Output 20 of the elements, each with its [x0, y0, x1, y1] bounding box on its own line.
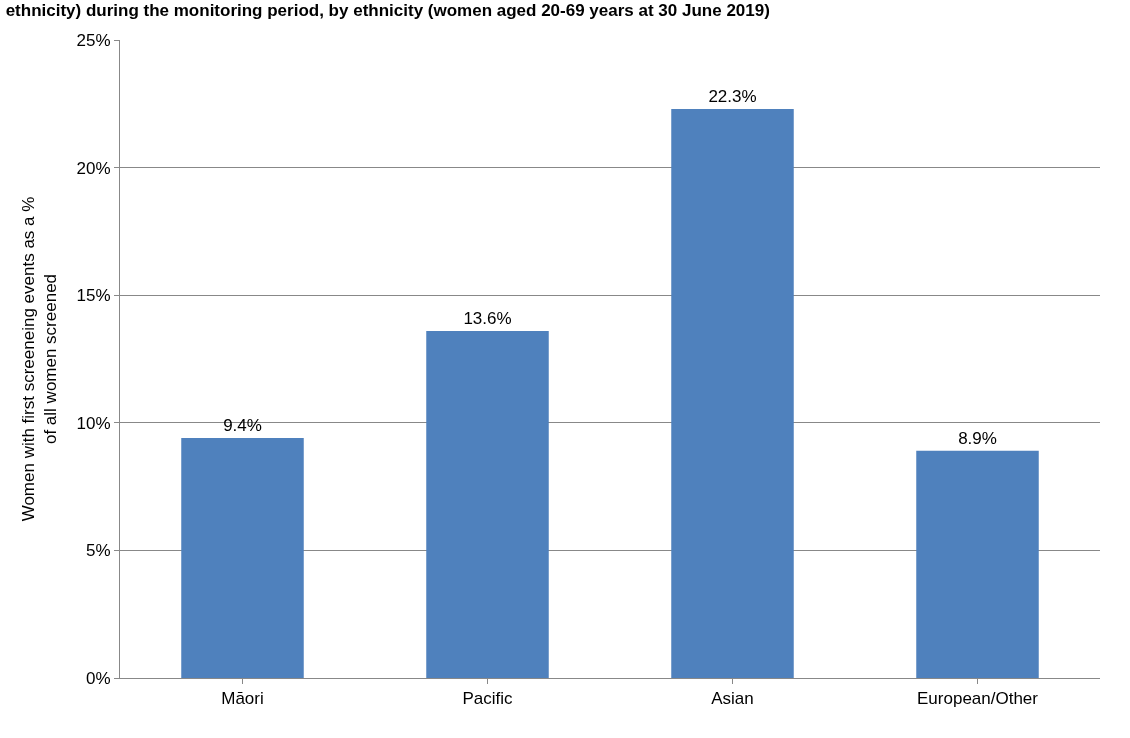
bar	[426, 330, 549, 678]
x-tick-label: Pacific	[462, 689, 514, 709]
x-tick-label: Māori	[221, 689, 264, 709]
x-tick-label: Asian	[711, 689, 754, 709]
bar	[671, 108, 794, 678]
bar	[916, 450, 1039, 678]
y-tick-label: 20%	[76, 158, 111, 178]
y-tick-label: 15%	[76, 286, 111, 306]
data-label: 22.3%	[708, 86, 757, 106]
y-tick-label: 5%	[86, 541, 111, 561]
y-axis-title: Women with first screeneing events as a % of all women screened	[19, 196, 61, 522]
data-label: 8.9%	[958, 428, 997, 448]
bar	[181, 438, 304, 678]
chart-title: ethnicity) during the monitoring period, by ethnicity (women aged 20-69 years at 30 June 2019)	[5, 0, 770, 20]
y-tick-label: 25%	[76, 30, 111, 50]
x-tick-label: European/Other	[917, 689, 1039, 709]
y-tick-label: 0%	[86, 668, 111, 688]
data-label: 13.6%	[463, 308, 512, 328]
data-label: 9.4%	[223, 416, 262, 436]
y-tick-label: 10%	[76, 413, 111, 433]
